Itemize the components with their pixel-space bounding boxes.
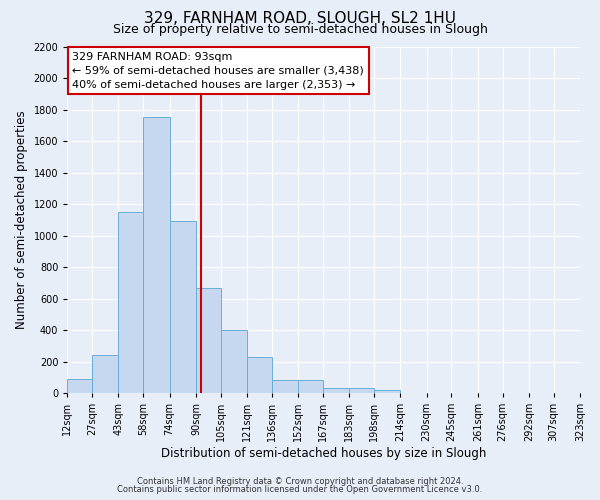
Y-axis label: Number of semi-detached properties: Number of semi-detached properties bbox=[15, 110, 28, 329]
Text: Size of property relative to semi-detached houses in Slough: Size of property relative to semi-detach… bbox=[113, 22, 487, 36]
X-axis label: Distribution of semi-detached houses by size in Slough: Distribution of semi-detached houses by … bbox=[161, 447, 487, 460]
Bar bbox=[92, 355, 118, 393]
Bar bbox=[67, 379, 92, 393]
Bar bbox=[349, 388, 374, 393]
Text: 329, FARNHAM ROAD, SLOUGH, SL2 1HU: 329, FARNHAM ROAD, SLOUGH, SL2 1HU bbox=[144, 11, 456, 26]
Bar bbox=[196, 288, 221, 393]
Bar bbox=[272, 380, 298, 393]
Bar bbox=[298, 380, 323, 393]
Bar bbox=[143, 118, 170, 393]
Bar bbox=[170, 222, 196, 393]
Bar bbox=[323, 388, 349, 393]
Text: Contains HM Land Registry data © Crown copyright and database right 2024.: Contains HM Land Registry data © Crown c… bbox=[137, 477, 463, 486]
Text: 329 FARNHAM ROAD: 93sqm
← 59% of semi-detached houses are smaller (3,438)
40% of: 329 FARNHAM ROAD: 93sqm ← 59% of semi-de… bbox=[73, 52, 364, 90]
Bar bbox=[247, 357, 272, 393]
Bar bbox=[221, 330, 247, 393]
Text: Contains public sector information licensed under the Open Government Licence v3: Contains public sector information licen… bbox=[118, 485, 482, 494]
Bar bbox=[374, 390, 400, 393]
Bar bbox=[118, 212, 143, 393]
